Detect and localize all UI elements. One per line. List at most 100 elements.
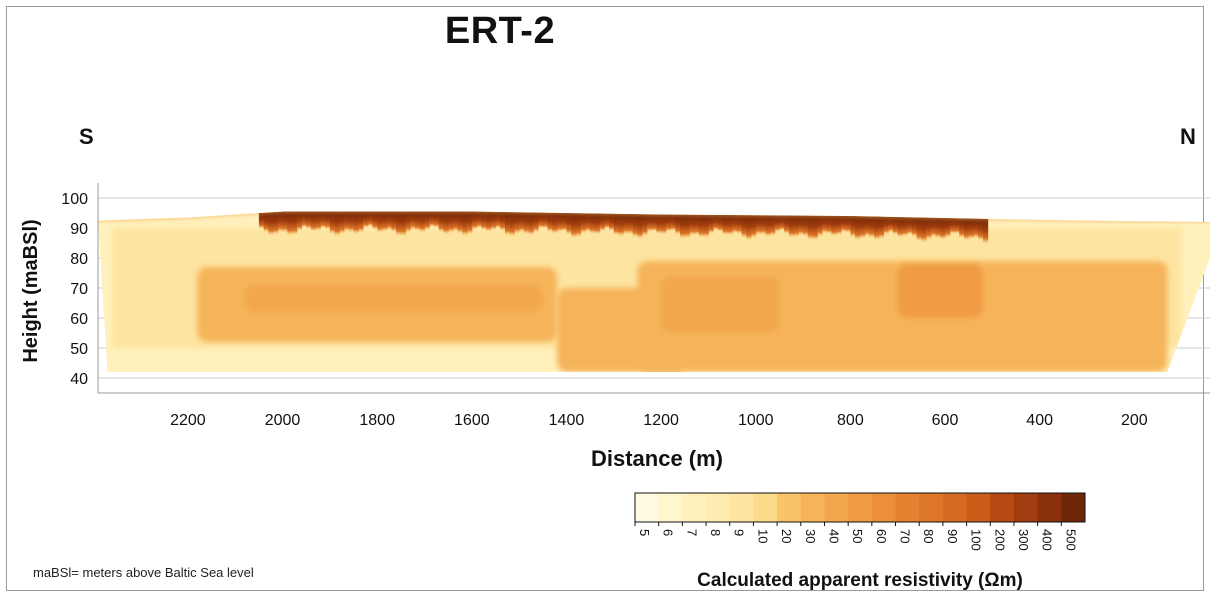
high-resistivity-column bbox=[968, 218, 975, 240]
x-tick-label: 200 bbox=[1121, 412, 1148, 429]
y-tick-label: 40 bbox=[70, 371, 88, 388]
high-resistivity-column bbox=[599, 213, 605, 232]
south-label: S bbox=[79, 124, 94, 149]
axes-layer: 100 90 80 70 60 50 40 2200 2000 1800 1600 1400 1200 1… bbox=[61, 183, 1210, 429]
high-resistivity-column bbox=[888, 216, 894, 233]
x-axis-title: Distance (m) bbox=[591, 446, 723, 471]
high-resistivity-column bbox=[959, 218, 965, 238]
colorbar-swatch bbox=[1013, 493, 1039, 522]
high-resistivity-column bbox=[339, 211, 345, 235]
high-resistivity-column bbox=[703, 214, 710, 238]
high-resistivity-column bbox=[892, 216, 899, 235]
high-resistivity-column bbox=[675, 214, 681, 235]
high-resistivity-column bbox=[812, 215, 818, 241]
colorbar-swatch bbox=[1037, 493, 1062, 522]
high-resistivity-column bbox=[533, 212, 539, 233]
high-resistivity-column bbox=[362, 211, 369, 229]
high-resistivity-column bbox=[310, 211, 317, 232]
high-resistivity-column bbox=[774, 215, 780, 233]
high-resistivity-column bbox=[817, 215, 823, 237]
high-resistivity-column bbox=[604, 213, 610, 229]
conductive-layer-6 bbox=[897, 264, 983, 318]
x-tick-label: 2000 bbox=[265, 412, 301, 429]
high-resistivity-column bbox=[410, 211, 416, 230]
colorbar-label: 5 bbox=[637, 529, 652, 536]
high-resistivity-column bbox=[481, 211, 487, 231]
colorbar-swatch bbox=[777, 493, 802, 522]
high-resistivity-column bbox=[438, 211, 445, 233]
colorbar-label: 60 bbox=[874, 529, 889, 543]
colorbar-border bbox=[634, 492, 1086, 523]
colorbar-swatch bbox=[753, 493, 778, 522]
colorbar-label: 90 bbox=[945, 529, 960, 543]
high-resistivity-column bbox=[717, 214, 724, 232]
conductive-layer-5 bbox=[661, 276, 780, 333]
x-tick-label: 800 bbox=[837, 412, 864, 429]
colorbar-swatch bbox=[800, 493, 825, 522]
section-fill-group bbox=[98, 211, 1210, 372]
high-resistivity-column bbox=[651, 214, 657, 232]
x-tick-label: 1600 bbox=[454, 412, 490, 429]
high-resistivity-column bbox=[973, 218, 979, 239]
high-resistivity-column bbox=[855, 216, 861, 241]
high-resistivity-column bbox=[921, 217, 927, 243]
high-resistivity-column bbox=[556, 212, 563, 233]
high-resistivity-column bbox=[874, 216, 880, 241]
high-resistivity-column bbox=[680, 214, 686, 239]
high-resistivity-column bbox=[732, 215, 738, 234]
high-resistivity-column bbox=[784, 215, 790, 234]
high-resistivity-column bbox=[821, 215, 828, 234]
colorbar-swatch bbox=[966, 493, 991, 522]
high-resistivity-column bbox=[358, 211, 364, 233]
north-label: N bbox=[1180, 124, 1196, 149]
high-resistivity-column bbox=[859, 216, 866, 239]
x-tick-label: 400 bbox=[1026, 412, 1053, 429]
high-resistivity-column bbox=[945, 218, 951, 238]
high-resistivity-column bbox=[627, 213, 634, 235]
high-resistivity-column bbox=[609, 213, 615, 231]
high-resistivity-column bbox=[746, 215, 752, 241]
high-resistivity-column bbox=[590, 213, 596, 234]
high-resistivity-column bbox=[708, 214, 714, 234]
high-resistivity-column bbox=[547, 212, 553, 233]
colorbar-label: 200 bbox=[992, 529, 1007, 551]
high-resistivity-column bbox=[462, 211, 468, 237]
y-axis-title: Height (maBSl) bbox=[20, 219, 42, 362]
high-resistivity-column bbox=[452, 211, 459, 232]
high-resistivity-column bbox=[878, 216, 885, 239]
high-resistivity-column bbox=[325, 211, 331, 230]
high-resistivity-column bbox=[353, 211, 359, 235]
high-resistivity-column bbox=[277, 211, 284, 233]
high-resistivity-column bbox=[443, 211, 449, 235]
high-resistivity-column bbox=[467, 211, 473, 235]
high-resistivity-column bbox=[575, 213, 582, 238]
high-resistivity-column bbox=[263, 212, 269, 233]
high-resistivity-column bbox=[500, 211, 506, 231]
colorbar-label: 50 bbox=[850, 529, 865, 543]
high-resistivity-column bbox=[684, 214, 691, 239]
high-resistivity-column bbox=[665, 214, 672, 232]
high-resistivity-column bbox=[433, 211, 440, 228]
high-resistivity-column bbox=[367, 211, 374, 227]
unit-note: maBSl= meters above Baltic Sea level bbox=[33, 565, 254, 580]
high-resistivity-column bbox=[793, 215, 799, 238]
high-resistivity-column bbox=[566, 213, 572, 235]
high-resistivity-column bbox=[646, 214, 653, 232]
colorbar-label: 20 bbox=[779, 529, 794, 543]
high-resistivity-column bbox=[320, 211, 326, 229]
high-resistivity-column bbox=[429, 211, 435, 228]
high-resistivity-column bbox=[642, 214, 648, 237]
high-resistivity-column bbox=[301, 211, 307, 228]
high-resistivity-column bbox=[594, 213, 601, 235]
high-resistivity-column bbox=[273, 212, 279, 235]
high-resistivity-column bbox=[982, 218, 989, 244]
high-resistivity-column bbox=[836, 215, 842, 236]
colorbar-label: 6 bbox=[661, 529, 676, 536]
high-resistivity-column bbox=[396, 211, 402, 237]
colorbar-label: 30 bbox=[803, 529, 818, 543]
high-resistivity-column bbox=[292, 211, 298, 236]
high-resistivity-column bbox=[329, 211, 336, 235]
high-resistivity-column bbox=[282, 211, 288, 233]
colorbar-label: 500 bbox=[1063, 529, 1078, 551]
